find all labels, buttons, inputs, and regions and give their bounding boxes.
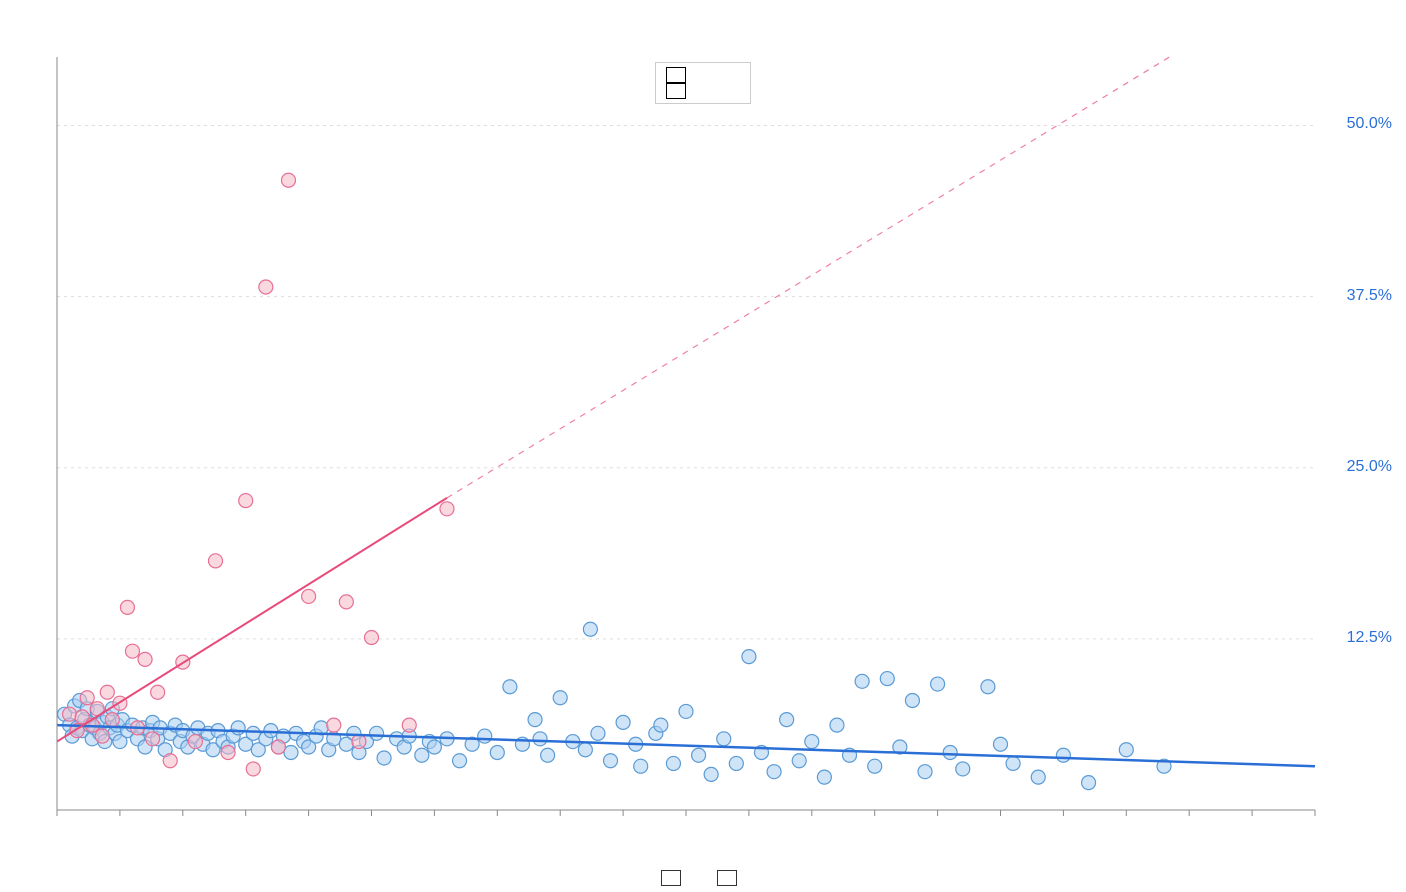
legend-stats	[655, 62, 751, 104]
legend-item-serb	[717, 870, 745, 886]
legend-swatch-serb-bottom	[717, 870, 737, 886]
legend-swatch-sca	[666, 67, 686, 83]
scatter-plot	[55, 55, 1375, 845]
legend-swatch-serb	[666, 83, 686, 99]
y-tick-label: 37.5%	[1347, 287, 1392, 305]
legend-stats-row-1	[666, 67, 740, 83]
y-tick-label: 50.0%	[1347, 115, 1392, 133]
legend-item-sca	[661, 870, 689, 886]
y-tick-label: 12.5%	[1347, 629, 1392, 647]
legend-stats-row-2	[666, 83, 740, 99]
legend-series	[661, 870, 745, 886]
legend-swatch-sca-bottom	[661, 870, 681, 886]
y-tick-label: 25.0%	[1347, 458, 1392, 476]
